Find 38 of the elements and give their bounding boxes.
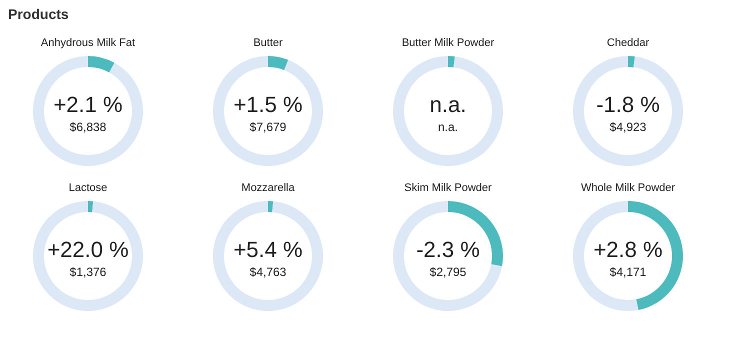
text: Products bbox=[8, 6, 69, 22]
chart-title: Cheddar bbox=[606, 37, 650, 49]
chart-title: Skim Milk Powder bbox=[404, 182, 492, 194]
chart-title: Anhydrous Milk Fat bbox=[40, 37, 136, 49]
text: $2,795 bbox=[430, 265, 467, 279]
chart-title: Butter Milk Powder bbox=[402, 37, 494, 49]
text: -2.3 % bbox=[416, 237, 480, 262]
donut-slice bbox=[268, 56, 288, 70]
text: +2.8 % bbox=[593, 237, 663, 262]
chart-title: Lactose bbox=[68, 182, 108, 194]
text: n.a. bbox=[430, 92, 466, 117]
donut-slice bbox=[628, 56, 635, 68]
donut-slice bbox=[213, 201, 323, 311]
donut-slice bbox=[393, 201, 502, 311]
text: -1.8 % bbox=[596, 92, 660, 117]
chart-title: Butter bbox=[253, 37, 284, 49]
text: $1,376 bbox=[70, 265, 107, 279]
text: $7,679 bbox=[250, 120, 287, 134]
donut-slice bbox=[448, 56, 455, 68]
text: $6,838 bbox=[70, 120, 107, 134]
text: n.a. bbox=[438, 120, 458, 134]
donut-slice bbox=[393, 56, 503, 166]
donut-slice bbox=[573, 56, 683, 166]
text: $4,171 bbox=[610, 265, 647, 279]
donut-slice bbox=[213, 56, 323, 166]
text: $4,763 bbox=[250, 265, 287, 279]
chart-title: Mozzarella bbox=[241, 182, 296, 194]
text: +1.5 % bbox=[233, 92, 303, 117]
text: $4,923 bbox=[610, 120, 647, 134]
donut-slice bbox=[88, 201, 94, 212]
text: +2.1 % bbox=[53, 92, 123, 117]
donut-slice bbox=[33, 56, 143, 166]
donut-slice bbox=[268, 201, 274, 212]
text: +5.4 % bbox=[233, 237, 303, 262]
chart-title: Whole Milk Powder bbox=[580, 182, 676, 194]
text: +22.0 % bbox=[47, 237, 129, 262]
donut-slice bbox=[88, 56, 114, 72]
donut-slice bbox=[33, 201, 143, 311]
